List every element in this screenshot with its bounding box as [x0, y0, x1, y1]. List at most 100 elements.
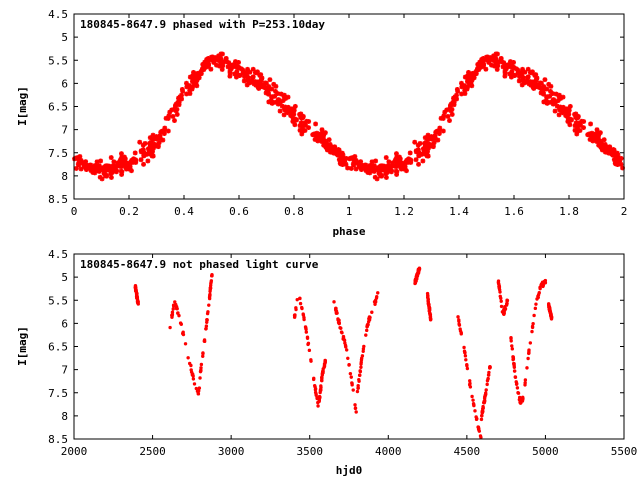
unphased-data-point — [503, 307, 508, 311]
phased-data-point — [555, 98, 561, 103]
phased-data-point — [122, 159, 128, 165]
phased-data-point — [212, 57, 218, 62]
unphased-data-point — [192, 382, 197, 386]
phased-x-tick-label: 1.2 — [394, 205, 414, 218]
unphased-data-point — [370, 310, 374, 314]
phased-data-point — [141, 161, 146, 167]
phased-data-point — [516, 78, 522, 84]
phased-data-point — [541, 90, 546, 96]
phased-data-point — [272, 93, 278, 99]
unphased-data-point — [204, 326, 208, 331]
unphased-data-point — [202, 339, 207, 343]
phased-data-point — [162, 125, 168, 131]
phased-data-point — [88, 162, 94, 168]
phased-data-point — [412, 139, 418, 145]
unphased-data-point — [534, 302, 538, 306]
unphased-data-point — [530, 329, 534, 334]
unphased-data-point — [521, 396, 525, 400]
unphased-data-point — [479, 417, 484, 422]
unphased-data-point — [322, 365, 326, 369]
phased-data-point — [438, 115, 444, 121]
unphased-data-point — [189, 370, 194, 374]
unphased-data-point — [186, 356, 190, 360]
unphased-data-point — [509, 336, 513, 340]
unphased-data-point — [334, 306, 338, 310]
unphased-data-point — [456, 315, 460, 319]
phased-y-tick-label: 6.5 — [48, 101, 68, 114]
phased-data-point — [335, 151, 341, 157]
phased-data-point — [471, 75, 477, 81]
phased-data-point — [567, 103, 573, 109]
unphased-data-point — [171, 307, 175, 311]
phased-data-point — [292, 122, 298, 128]
unphased-data-point — [498, 290, 502, 294]
unphased-data-point — [178, 321, 183, 325]
unphased-data-point — [355, 389, 360, 394]
phased-data-point — [155, 144, 161, 150]
phased-data-point — [273, 83, 279, 89]
unphased-data-point — [316, 404, 320, 408]
phased-data-point — [578, 122, 583, 128]
phased-data-point — [172, 118, 177, 123]
phased-data-point — [96, 168, 102, 173]
phased-data-point — [187, 91, 193, 96]
phased-data-point — [464, 86, 470, 92]
unphased-data-point — [457, 319, 461, 324]
phased-data-point — [94, 159, 100, 165]
unphased-data-point — [459, 332, 463, 336]
unphased-chart-title: 180845-8647.9 not phased light curve — [80, 258, 319, 271]
phased-data-point — [513, 66, 519, 72]
unphased-data-point — [505, 298, 509, 302]
unphased-data-point — [348, 371, 353, 376]
phased-data-point — [596, 132, 602, 138]
unphased-data-point — [321, 369, 325, 373]
phased-data-point — [602, 143, 608, 149]
phased-data-point — [220, 62, 226, 68]
unphased-data-point — [480, 413, 484, 418]
unphased-data-point — [499, 296, 503, 300]
phased-data-point — [189, 86, 195, 92]
unphased-data-point — [497, 286, 501, 290]
phased-data-point — [299, 131, 305, 137]
phased-data-point — [298, 111, 304, 117]
phased-data-point — [373, 158, 379, 164]
phased-data-point — [146, 146, 152, 152]
unphased-data-point — [496, 281, 501, 286]
unphased-data-point — [342, 338, 347, 343]
phased-data-point — [560, 94, 566, 100]
unphased-data-point — [527, 348, 531, 352]
unphased-data-point — [464, 358, 468, 362]
phased-data-point — [588, 121, 593, 127]
phased-data-point — [422, 135, 428, 141]
unphased-data-point — [334, 309, 339, 313]
phased-data-point — [500, 64, 506, 70]
unphased-data-point — [547, 305, 551, 310]
unphased-data-point — [319, 384, 323, 388]
unphased-data-point — [198, 369, 203, 374]
phased-data-point — [530, 69, 535, 75]
phased-data-point — [491, 53, 496, 59]
unphased-data-point — [319, 378, 324, 383]
unphased-data-point — [196, 389, 201, 393]
phased-data-point — [586, 131, 592, 137]
phased-data-point — [353, 166, 359, 172]
unphased-data-point — [527, 351, 531, 356]
phased-data-point — [487, 57, 493, 62]
unphased-data-point — [528, 341, 533, 345]
phased-plot-frame — [73, 13, 625, 200]
phased-data-point — [144, 151, 150, 157]
phased-data-point — [437, 125, 443, 131]
phased-data-point — [469, 83, 475, 89]
phased-data-point — [277, 108, 283, 114]
unphased-data-point — [351, 388, 355, 392]
phased-data-point — [363, 162, 369, 168]
phased-data-point — [402, 165, 408, 171]
phased-data-point — [534, 75, 540, 81]
phased-data-point — [591, 136, 596, 142]
phased-data-point — [119, 151, 124, 157]
unphased-data-point — [510, 347, 515, 351]
phased-data-point — [447, 106, 453, 111]
phased-data-point — [521, 75, 526, 81]
phased-data-point — [202, 62, 208, 68]
phased-data-point — [90, 170, 96, 175]
